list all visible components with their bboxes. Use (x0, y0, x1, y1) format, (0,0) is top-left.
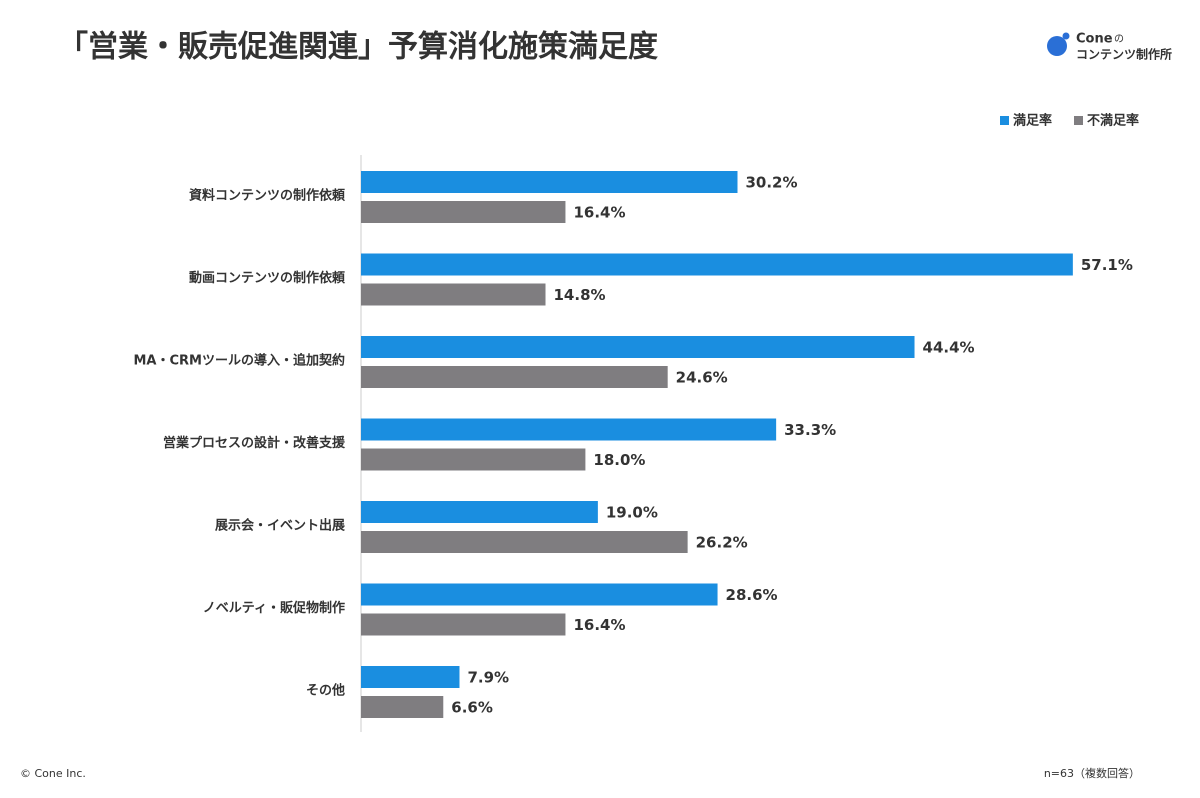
bar (361, 418, 777, 441)
value-label: 14.8% (554, 286, 606, 304)
logo-icon (1047, 36, 1067, 56)
bar (361, 366, 668, 388)
bar (361, 448, 586, 471)
value-label: 26.2% (696, 534, 748, 552)
category-label: 動画コンテンツの制作依頼 (189, 270, 346, 286)
bar (361, 583, 718, 606)
category-label: ノベルティ・販促物制作 (203, 600, 345, 616)
logo-dot (1062, 32, 1070, 40)
logo-brand: Cone (1076, 32, 1113, 47)
category-label: 展示会・イベント出展 (215, 518, 346, 534)
note: n=63（複数回答） (1044, 766, 1140, 780)
legend-label: 満足率 (1013, 113, 1052, 129)
bar (361, 696, 444, 718)
bar (361, 613, 566, 636)
logo-name: コンテンツ制作所 (1076, 47, 1172, 62)
logo-particle: の (1114, 34, 1124, 45)
category-label: 営業プロセスの設計・改善支援 (163, 435, 346, 451)
bar (361, 201, 566, 223)
bar (361, 531, 688, 553)
legend: 満足率 不満足率 (1000, 113, 1139, 129)
value-label: 33.3% (784, 421, 836, 439)
legend-swatch (1074, 116, 1083, 125)
category-label: その他 (306, 683, 345, 699)
bar (361, 253, 1073, 276)
bar (361, 283, 546, 306)
value-label: 57.1% (1081, 256, 1133, 274)
value-label: 7.9% (467, 669, 509, 687)
bar (361, 171, 738, 193)
value-label: 24.6% (676, 369, 728, 387)
bar (361, 666, 460, 688)
value-label: 18.0% (593, 451, 645, 469)
category-label: 資料コンテンツの制作依頼 (189, 188, 346, 204)
value-label: 28.6% (726, 586, 778, 604)
value-label: 16.4% (573, 204, 625, 222)
legend-label: 不満足率 (1087, 113, 1139, 129)
value-label: 19.0% (606, 504, 658, 522)
value-label: 44.4% (923, 339, 975, 357)
value-label: 16.4% (573, 616, 625, 634)
category-label: MA・CRMツールの導入・追加契約 (134, 353, 346, 369)
chart-title: 「営業・販売促進関連」予算消化施策満足度 (58, 30, 658, 65)
logo: Cone の コンテンツ制作所 (1047, 32, 1172, 62)
bar (361, 501, 598, 523)
bar (361, 336, 915, 358)
copyright: © Cone Inc. (20, 767, 86, 780)
value-label: 30.2% (745, 174, 797, 192)
value-label: 6.6% (451, 699, 493, 717)
legend-swatch (1000, 116, 1009, 125)
